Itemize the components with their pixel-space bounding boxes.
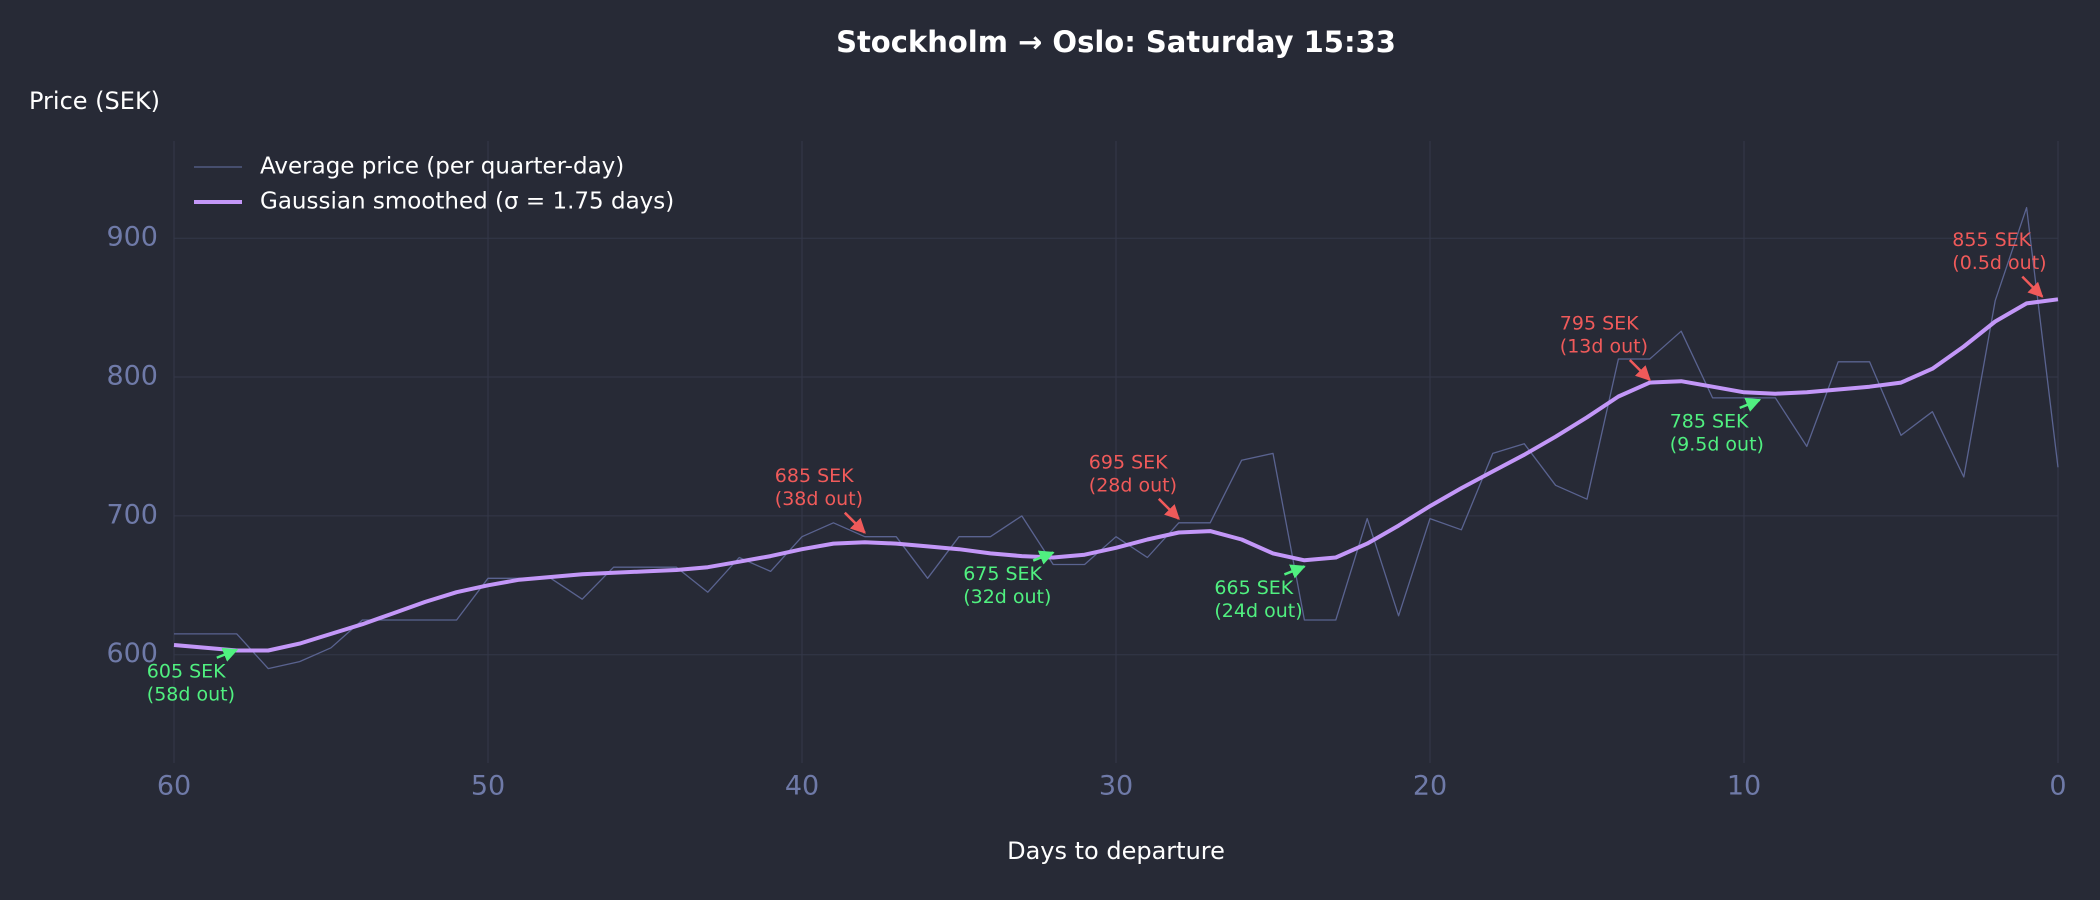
annotation-label: 665 SEK	[1214, 577, 1293, 599]
series-line	[174, 206, 2059, 670]
annotation-label: (58d out)	[147, 683, 235, 705]
x-tick-label: 10	[1727, 771, 1761, 802]
annotation-label: (24d out)	[1214, 600, 1302, 622]
y-tick-label: 600	[106, 638, 158, 669]
y-tick-label: 700	[106, 499, 158, 530]
x-tick-label: 60	[157, 771, 191, 802]
x-tick-label: 0	[2049, 771, 2066, 802]
x-axis-label: Days to departure	[1007, 837, 1225, 865]
annotation-label: 675 SEK	[963, 563, 1042, 585]
annotation-label: (9.5d out)	[1670, 433, 1764, 455]
annotation-arrow	[1032, 550, 1055, 565]
annotation-arrow	[843, 511, 866, 534]
annotation-label: (13d out)	[1560, 335, 1648, 357]
annotation-arrow	[216, 647, 239, 662]
x-tick-label: 40	[785, 771, 819, 802]
x-tick-label: 20	[1413, 771, 1447, 802]
annotation-label: 605 SEK	[147, 660, 226, 682]
chart-title: Stockholm → Oslo: Saturday 15:33	[836, 25, 1396, 59]
annotation-label: 785 SEK	[1670, 410, 1749, 432]
legend-label: Average price (per quarter-day)	[260, 154, 624, 180]
y-tick-label: 900	[106, 222, 158, 253]
x-tick-label: 50	[471, 771, 505, 802]
annotation-arrow	[1157, 497, 1180, 520]
y-tick-label: 800	[106, 361, 158, 392]
annotation-label: 795 SEK	[1560, 312, 1639, 334]
series-line	[173, 297, 2059, 653]
annotation-label: (0.5d out)	[1952, 252, 2046, 274]
legend-label: Gaussian smoothed (σ = 1.75 days)	[260, 189, 674, 215]
annotation-label: 695 SEK	[1089, 451, 1168, 473]
annotation-arrow	[2021, 275, 2044, 298]
annotation-label: (28d out)	[1089, 474, 1177, 496]
annotation-label: 855 SEK	[1952, 229, 2031, 251]
annotation-label: (38d out)	[775, 488, 863, 510]
annotation-arrow	[1283, 564, 1306, 579]
annotation-arrow	[1739, 397, 1762, 412]
annotation-label: 685 SEK	[775, 465, 854, 487]
y-axis-label: Price (SEK)	[29, 87, 160, 115]
annotation-arrow	[1628, 359, 1651, 382]
annotation-label: (32d out)	[963, 586, 1051, 608]
x-tick-label: 30	[1099, 771, 1133, 802]
